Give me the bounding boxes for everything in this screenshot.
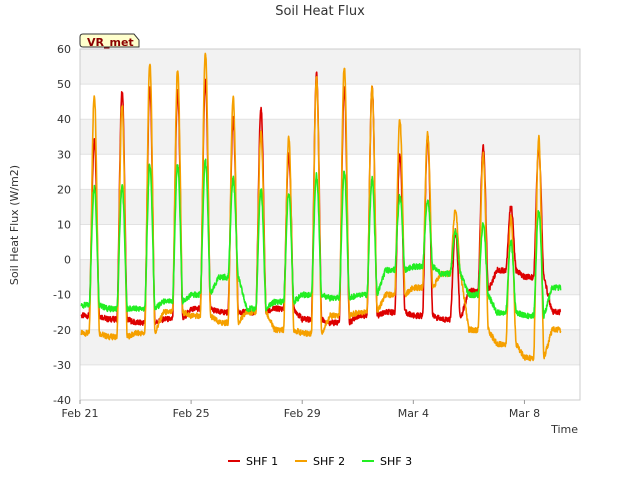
plot-area-border: [79, 48, 581, 401]
site-badge-shape: [79, 33, 140, 48]
y-tick-label: 30: [57, 148, 71, 161]
site-badge-label: VR_met: [87, 36, 134, 49]
x-tick-label: Feb 21: [62, 407, 99, 420]
band-10: [80, 189, 580, 225]
gridlines: [80, 48, 580, 401]
x-tick-label: Feb 29: [284, 407, 321, 420]
y-axis-ticks: -40 -30 -20 -10 0 10 20 30 40 50 60: [53, 43, 71, 407]
x-axis-label: Time: [550, 423, 578, 436]
site-badge: VR_met: [79, 33, 140, 49]
legend-label-shf-2: SHF 2: [313, 455, 345, 468]
y-tick-label: 50: [57, 78, 71, 91]
plot-background-bands: [80, 49, 580, 365]
x-tick-label: Feb 25: [173, 407, 210, 420]
y-tick-label: 10: [57, 219, 71, 232]
x-tick-label: Mar 4: [398, 407, 429, 420]
y-axis-label: Soil Heat Flux (W/m2): [8, 165, 21, 285]
y-tick-label: -40: [53, 394, 71, 407]
series-line-shf-3: [80, 158, 562, 320]
y-tick-label: 0: [64, 254, 71, 267]
legend-label-shf-1: SHF 1: [246, 455, 278, 468]
chart-title: Soil Heat Flux: [275, 4, 365, 19]
legend-label-shf-3: SHF 3: [380, 455, 412, 468]
y-tick-label: -30: [53, 359, 71, 372]
band--10: [80, 259, 580, 295]
y-tick-label: 40: [57, 113, 71, 126]
series-layer: [80, 52, 562, 362]
y-tick-label: 20: [57, 183, 71, 196]
x-axis-ticks: Feb 21 Feb 25 Feb 29 Mar 4 Mar 8: [62, 400, 540, 420]
y-tick-label: -10: [53, 289, 71, 302]
series-line-shf-2: [80, 52, 562, 362]
band-30: [80, 119, 580, 155]
y-tick-label: 60: [57, 43, 71, 56]
y-tick-label: -20: [53, 324, 71, 337]
band--30: [80, 329, 580, 365]
x-tick-label: Mar 8: [509, 407, 540, 420]
legend: SHF 1 SHF 2 SHF 3: [228, 455, 412, 468]
band-50: [80, 49, 580, 85]
